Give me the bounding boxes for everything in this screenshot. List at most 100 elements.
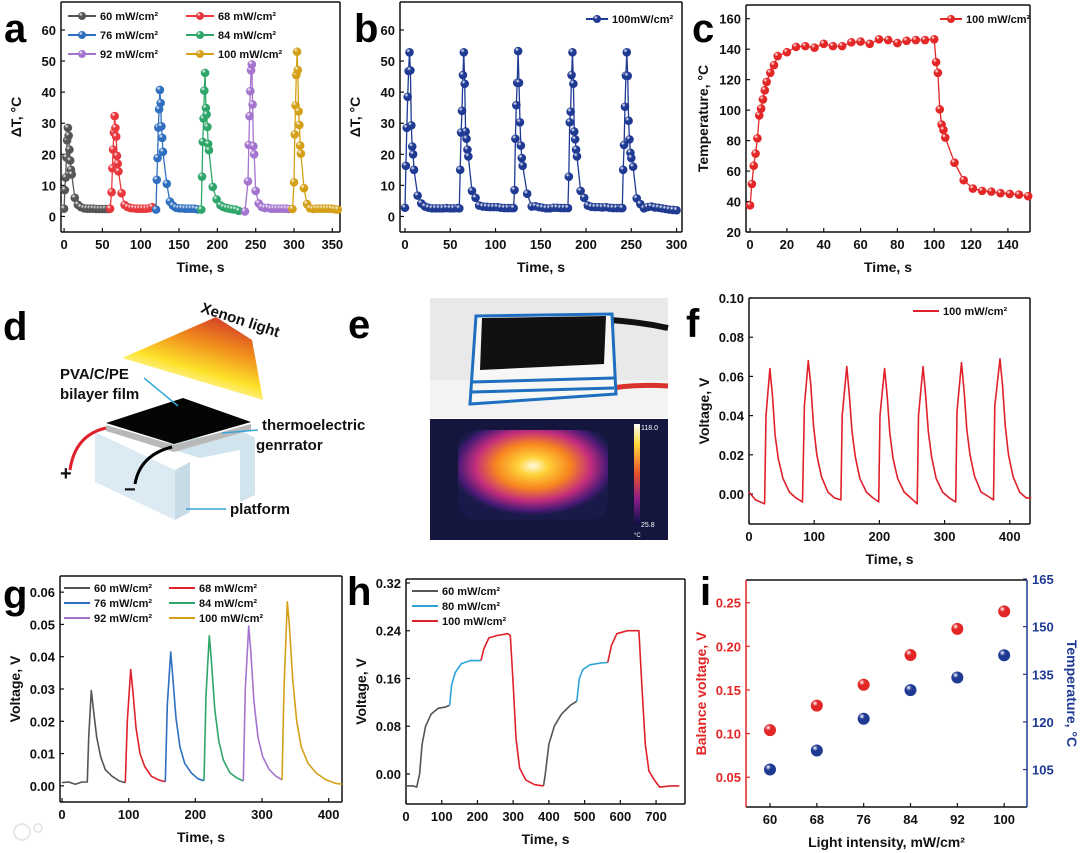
y-tick-label: 50 <box>381 54 395 69</box>
data-point <box>959 175 968 185</box>
legend-item: 60 mW/cm² <box>412 586 500 598</box>
data-point <box>157 122 166 131</box>
data-point <box>290 130 300 139</box>
x-tick-label: 400 <box>538 809 560 824</box>
series-line <box>242 625 283 782</box>
y-tick-label: 0.06 <box>30 585 55 600</box>
legend-marker <box>593 15 601 23</box>
data-point <box>625 135 634 144</box>
teg-label-line2: genrrator <box>256 437 323 454</box>
legend-label: 92 mW/cm² <box>94 613 152 625</box>
legend-marker <box>78 50 86 58</box>
data-point <box>563 203 573 213</box>
data-point <box>753 134 762 143</box>
series-f-0 <box>748 357 1032 505</box>
data-point <box>105 204 115 213</box>
x-tick-label: 300 <box>251 807 273 822</box>
data-point <box>865 39 875 49</box>
data-point <box>295 141 305 150</box>
x-tick-label: 200 <box>467 809 489 824</box>
x-tick-label: 80 <box>890 237 904 252</box>
data-point <box>810 699 823 712</box>
x-tick-label: 60 <box>763 812 777 827</box>
data-point <box>406 66 415 75</box>
data-point <box>751 149 760 158</box>
data-point <box>764 763 777 776</box>
y-axis-title: Temperature, °C <box>695 65 711 172</box>
data-point <box>454 204 464 213</box>
legend-label: 100 mW/cm² <box>943 306 1008 318</box>
data-point <box>565 117 575 127</box>
teg-layer <box>106 424 251 452</box>
data-point <box>201 103 211 113</box>
legend-label: 84 mW/cm² <box>218 30 276 42</box>
data-point <box>296 149 306 158</box>
x-tick-label: 20 <box>780 237 794 252</box>
minus-sign: − <box>124 479 136 501</box>
data-point <box>791 42 801 52</box>
legend-item: 68 mW/cm² <box>169 583 257 595</box>
series-a-1 <box>105 111 157 213</box>
negative-wire <box>133 445 173 485</box>
y-axis-title: Balance voltage, V <box>693 631 709 755</box>
y-tick-label: 160 <box>719 12 741 27</box>
series-line <box>124 668 166 783</box>
x-tick-label: 100 <box>431 809 453 824</box>
data-point <box>113 159 123 168</box>
data-point <box>747 179 757 189</box>
legend-marker <box>78 12 86 20</box>
data-point <box>951 622 964 635</box>
series-line <box>607 629 680 788</box>
data-point <box>998 605 1011 618</box>
y-tick-label: 30 <box>381 116 395 131</box>
y-tick-label: 120 <box>719 73 741 88</box>
x-tick-label: 300 <box>934 529 956 544</box>
data-point <box>987 187 996 196</box>
data-point <box>810 744 823 757</box>
data-point <box>204 145 214 155</box>
panel-label-e: e <box>348 303 370 347</box>
legend-label: 60 mW/cm² <box>100 11 158 23</box>
y-tick-label: 0.08 <box>376 719 401 734</box>
x-tick-label: 250 <box>245 237 267 252</box>
charts-layer: 0 50 100 150 200 250 300 3500102030405060Time, … <box>7 1 1080 850</box>
x-tick-label: 250 <box>620 237 642 252</box>
x-tick-label: 0 <box>58 807 65 822</box>
data-point <box>518 161 527 171</box>
legend-label: 100 mW/cm² <box>442 616 507 628</box>
x-axis-title: Time, s <box>177 829 225 845</box>
data-point <box>65 145 74 154</box>
x-tick-label: 100 <box>130 237 152 252</box>
data-point <box>619 140 629 150</box>
y-tick-label: 0.04 <box>30 650 56 665</box>
x-tick-label: 50 <box>443 237 457 252</box>
data-point <box>464 152 473 161</box>
data-point <box>672 205 681 215</box>
y-tick-label: 60 <box>42 23 56 38</box>
data-point <box>70 193 80 203</box>
data-point <box>837 41 847 51</box>
series-a-3 <box>196 68 244 216</box>
data-point <box>400 203 410 213</box>
x-tick-label: 150 <box>168 237 190 252</box>
watermark-logo <box>13 823 43 841</box>
device-photo: 118.0 25.8 °C <box>430 298 669 540</box>
data-point <box>60 185 70 195</box>
data-point <box>929 34 939 44</box>
data-point <box>117 188 126 198</box>
y-axis-title: Voltage, V <box>353 658 369 725</box>
x-tick-label: 300 <box>283 237 305 252</box>
x-tick-label: 300 <box>502 809 524 824</box>
series-a-2 <box>151 85 202 214</box>
right-tick-label: 105 <box>1032 763 1054 778</box>
series-h-0 <box>406 700 578 788</box>
data-point <box>509 203 518 213</box>
data-point <box>461 127 470 136</box>
y-tick-label: 0.08 <box>719 330 744 345</box>
data-point <box>1005 189 1015 199</box>
legend-label: 60 mW/cm² <box>442 586 500 598</box>
data-point <box>769 60 779 70</box>
data-point <box>764 724 777 737</box>
right-axis-title: Temperature, °C <box>1064 640 1080 747</box>
data-point <box>933 68 943 78</box>
